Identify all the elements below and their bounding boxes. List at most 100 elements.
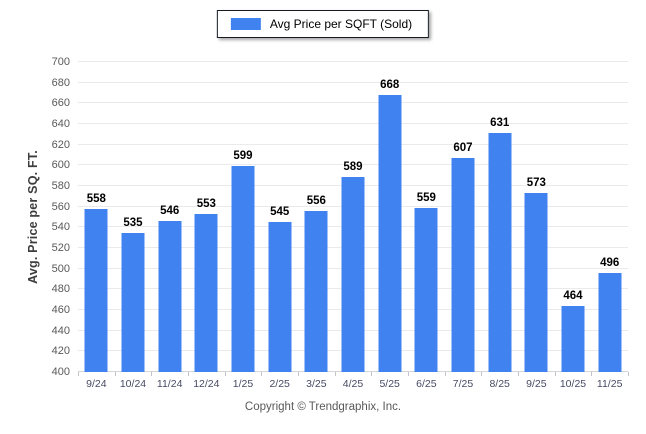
x-tick-label: 1/25 bbox=[232, 378, 254, 390]
bar-slot: 553 bbox=[188, 62, 225, 372]
bar-slot: 535 bbox=[115, 62, 152, 372]
x-axis: 9/24 10/24 11/24 12/24 1/25 2/25 3/25 4/25 5/25 6… bbox=[78, 378, 628, 392]
bar-slot: 559 bbox=[408, 62, 445, 372]
gridline bbox=[78, 102, 628, 104]
bar-slot: 668 bbox=[371, 62, 408, 372]
bar-slot: 599 bbox=[225, 62, 262, 372]
x-axis-tick bbox=[334, 372, 336, 376]
bar-11/25[interactable] bbox=[598, 272, 622, 372]
bar-value-label: 556 bbox=[306, 194, 326, 207]
x-axis-tick bbox=[444, 372, 446, 376]
y-tick-label: 660 bbox=[51, 97, 70, 110]
bar-value-label: 607 bbox=[453, 142, 473, 155]
bar-10/25[interactable] bbox=[561, 305, 585, 372]
bar-value-label: 559 bbox=[416, 191, 436, 204]
gridline bbox=[78, 143, 628, 145]
x-tick-label: 9/25 bbox=[526, 378, 547, 390]
y-tick-label: 500 bbox=[51, 262, 70, 275]
x-axis-tick bbox=[114, 372, 116, 376]
x-tick-label: 10/24 bbox=[119, 378, 147, 390]
bar-5/25[interactable] bbox=[378, 95, 402, 372]
bar-slot: 546 bbox=[151, 62, 188, 372]
legend-label: Avg Price per SQFT (Sold) bbox=[269, 17, 413, 31]
bar-value-label: 573 bbox=[526, 177, 546, 190]
x-tick-label: 4/25 bbox=[342, 378, 364, 390]
x-tick-label: 11/24 bbox=[156, 378, 183, 390]
bar-9/25[interactable] bbox=[524, 193, 548, 372]
bar-2/25[interactable] bbox=[268, 222, 292, 372]
x-tick-label: 9/24 bbox=[86, 378, 107, 390]
y-tick-label: 480 bbox=[51, 283, 70, 296]
x-axis-tick bbox=[188, 372, 189, 376]
x-tick-label: 10/25 bbox=[559, 378, 587, 390]
y-tick-label: 540 bbox=[51, 221, 70, 234]
bar-value-label: 589 bbox=[343, 160, 363, 173]
bar-value-label: 631 bbox=[490, 117, 510, 130]
bar-6/25[interactable] bbox=[414, 207, 438, 372]
x-axis-tick bbox=[78, 372, 79, 376]
bar-slot: 589 bbox=[335, 62, 372, 372]
y-tick-label: 420 bbox=[51, 345, 70, 358]
bar-value-label: 545 bbox=[270, 206, 290, 219]
y-tick-label: 680 bbox=[51, 76, 70, 89]
x-axis-tick bbox=[628, 372, 629, 376]
bar-value-label: 546 bbox=[160, 205, 180, 218]
copyright-text: Copyright © Trendgraphix, Inc. bbox=[244, 401, 402, 413]
bar-3/25[interactable] bbox=[304, 210, 328, 372]
bar-value-label: 535 bbox=[123, 216, 143, 229]
x-axis-tick bbox=[298, 372, 299, 376]
x-tick-label: 8/25 bbox=[489, 378, 510, 390]
gridline bbox=[78, 61, 628, 62]
x-axis-tick bbox=[151, 372, 153, 376]
x-tick-label: 11/25 bbox=[596, 378, 623, 390]
bar-slot: 607 bbox=[445, 62, 482, 372]
x-axis-tick bbox=[554, 372, 556, 376]
legend-swatch-icon bbox=[230, 18, 261, 30]
y-tick-label: 640 bbox=[51, 118, 70, 130]
legend: Avg Price per SQFT (Sold) bbox=[216, 10, 430, 38]
y-tick-label: 400 bbox=[51, 366, 70, 378]
bar-10/24[interactable] bbox=[121, 232, 145, 372]
bar-slot: 573 bbox=[518, 62, 555, 372]
bar-11/24[interactable] bbox=[158, 221, 182, 372]
bar-slot: 631 bbox=[481, 62, 518, 372]
y-tick-label: 700 bbox=[51, 56, 70, 68]
y-tick-label: 460 bbox=[51, 304, 70, 316]
bar-12/24[interactable] bbox=[194, 213, 218, 372]
bar-value-label: 464 bbox=[563, 289, 583, 302]
x-tick-label: 12/24 bbox=[193, 378, 220, 390]
y-tick-label: 580 bbox=[51, 180, 70, 192]
bar-slot: 464 bbox=[555, 62, 592, 372]
bar-slot: 496 bbox=[591, 62, 628, 372]
gridline bbox=[78, 164, 628, 166]
bar-value-label: 668 bbox=[380, 79, 400, 92]
x-tick-label: 7/25 bbox=[452, 378, 474, 390]
x-axis-tick bbox=[224, 372, 226, 376]
gridline bbox=[78, 123, 628, 124]
bar-value-label: 599 bbox=[233, 150, 253, 163]
y-tick-label: 560 bbox=[51, 200, 70, 213]
bar-value-label: 496 bbox=[600, 256, 620, 269]
bar-1/25[interactable] bbox=[231, 166, 255, 372]
bar-slot: 556 bbox=[298, 62, 335, 372]
y-tick-label: 600 bbox=[51, 159, 70, 172]
bar-slot: 558 bbox=[78, 62, 115, 372]
bar-slot: 545 bbox=[261, 62, 298, 372]
y-tick-label: 620 bbox=[51, 138, 70, 151]
x-tick-label: 6/25 bbox=[416, 378, 437, 390]
x-tick-label: 3/25 bbox=[306, 378, 327, 390]
bar-9/24[interactable] bbox=[84, 208, 108, 372]
bar-7/25[interactable] bbox=[451, 158, 475, 372]
y-tick-label: 440 bbox=[51, 324, 70, 337]
plot-area: 558 535 546 553 599 545 556 589 668 559 607 631 573 4… bbox=[78, 61, 629, 376]
x-tick-label: 2/25 bbox=[269, 378, 290, 390]
x-axis-tick bbox=[371, 372, 373, 376]
x-axis-tick bbox=[591, 372, 593, 376]
x-axis-tick bbox=[261, 372, 263, 376]
bar-8/25[interactable] bbox=[488, 133, 512, 372]
x-axis-tick bbox=[518, 372, 519, 376]
y-tick-label: 520 bbox=[51, 242, 70, 254]
x-axis-tick bbox=[408, 372, 409, 376]
x-tick-label: 5/25 bbox=[379, 378, 400, 390]
bar-4/25[interactable] bbox=[341, 176, 365, 372]
